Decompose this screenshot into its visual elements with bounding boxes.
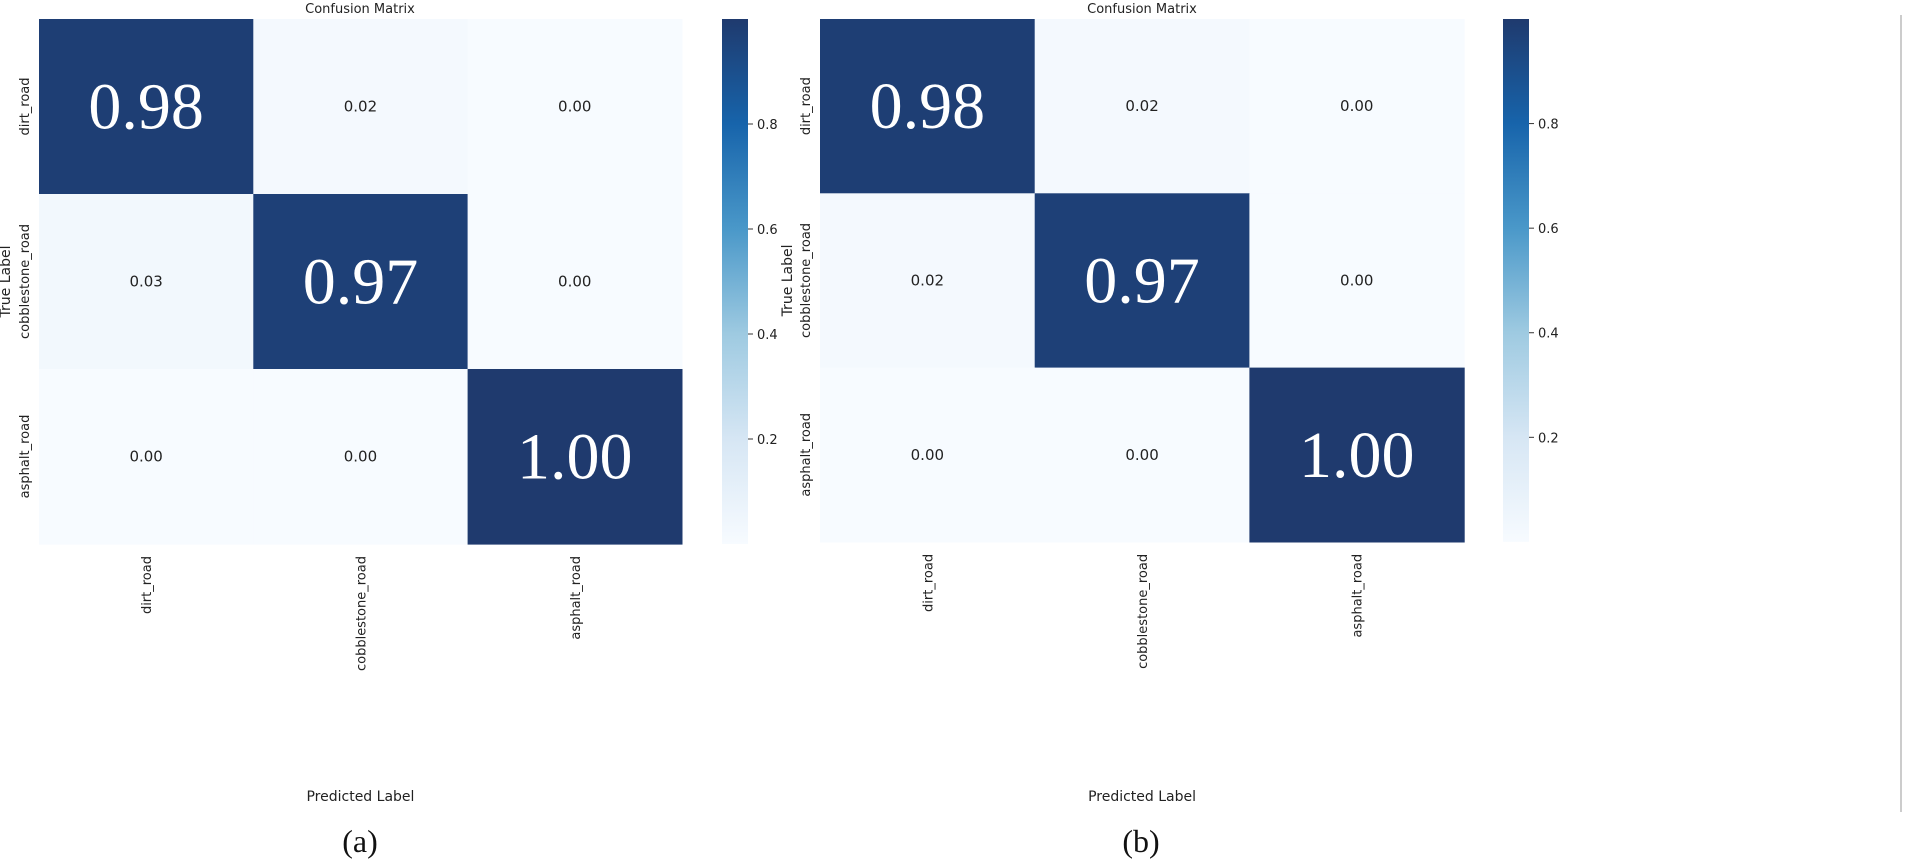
colorbar-tick-label: 0.6: [1538, 222, 1559, 237]
heatmap-cell: [253, 19, 469, 195]
y-tick-label: asphalt_road: [18, 415, 33, 499]
y-tick-label: dirt_road: [18, 77, 33, 135]
heatmap-cell: [1249, 19, 1465, 194]
panel-caption: (a): [342, 823, 378, 859]
heatmap-cell: [467, 194, 683, 370]
colorbar-tick-label: 0.6: [757, 223, 778, 238]
cell-value-label: 0.03: [129, 273, 162, 291]
x-tick-label: asphalt_road: [1351, 554, 1366, 638]
cell-value-label: 0.98: [88, 71, 204, 144]
heatmap-cell: [1249, 193, 1465, 369]
y-tick-label: asphalt_road: [799, 413, 814, 497]
heatmap-cell: [1034, 367, 1250, 543]
heatmap-cell: [1034, 193, 1250, 369]
panel-caption: (b): [1122, 823, 1159, 859]
colorbar-tick-label: 0.2: [757, 433, 778, 448]
colorbar-tick-label: 0.8: [757, 118, 778, 133]
heatmap-cell: [253, 194, 469, 370]
heatmap-cell: [820, 19, 1036, 194]
cell-value-label: 0.00: [1340, 97, 1373, 115]
cell-value-label: 0.02: [344, 98, 377, 116]
heatmap-cell: [820, 367, 1036, 543]
cell-value-label: 1.00: [1299, 419, 1415, 492]
heatmap-cell: [1249, 367, 1465, 543]
confusion-matrix-panel-2: Confusion Matrix 0.98 0.02 0.00 0.02 0.97 0.00…: [780, 2, 1559, 859]
cell-value-label: 0.00: [558, 273, 591, 291]
heatmap-cell: [1034, 19, 1250, 194]
heatmap-cell: [820, 193, 1036, 369]
cell-value-label: 0.02: [1125, 97, 1158, 115]
x-tick-label: dirt_road: [921, 554, 936, 612]
colorbar-tick-label: 0.2: [1538, 431, 1559, 446]
x-axis-label: Predicted Label: [1088, 789, 1196, 805]
heatmap-cell: [39, 19, 254, 195]
y-axis-label: True Label: [780, 244, 796, 317]
cell-value-label: 0.00: [129, 448, 162, 466]
cell-value-label: 0.02: [911, 271, 944, 289]
cell-value-label: 0.00: [1125, 446, 1158, 464]
x-tick-label: asphalt_road: [569, 556, 584, 640]
colorbar-tick-label: 0.4: [757, 328, 778, 343]
colorbar: [1503, 19, 1529, 542]
cell-value-label: 1.00: [517, 421, 633, 494]
colorbar: [722, 19, 748, 544]
colorbar-tick-label: 0.8: [1538, 118, 1559, 133]
cell-value-label: 0.00: [344, 448, 377, 466]
y-axis-label: True Label: [0, 246, 14, 319]
chart-title: Confusion Matrix: [305, 2, 415, 17]
heatmap-cell: [39, 194, 254, 370]
heatmap-cell: [467, 19, 683, 195]
heatmap-cell: [253, 369, 469, 545]
y-tick-label: cobblestone_road: [18, 224, 33, 339]
x-tick-label: dirt_road: [140, 556, 155, 614]
cell-value-label: 0.98: [870, 70, 986, 143]
confusion-matrix-panel-1: Confusion Matrix 0.98 0.02 0.00 0.03 0.97 0.00…: [0, 2, 778, 859]
cell-value-label: 0.00: [558, 98, 591, 116]
x-axis-label: Predicted Label: [306, 789, 414, 805]
colorbar-tick-label: 0.4: [1538, 327, 1559, 342]
x-tick-label: cobblestone_road: [1136, 554, 1151, 669]
heatmap-cell: [467, 369, 683, 545]
cell-value-label: 0.97: [303, 246, 419, 319]
x-tick-label: cobblestone_road: [354, 556, 369, 671]
chart-title: Confusion Matrix: [1087, 2, 1197, 17]
heatmap-cell: [39, 369, 254, 545]
cell-value-label: 0.97: [1084, 244, 1200, 317]
cell-value-label: 0.00: [911, 446, 944, 464]
y-tick-label: cobblestone_road: [799, 223, 814, 338]
y-tick-label: dirt_road: [799, 77, 814, 135]
cell-value-label: 0.00: [1340, 271, 1373, 289]
